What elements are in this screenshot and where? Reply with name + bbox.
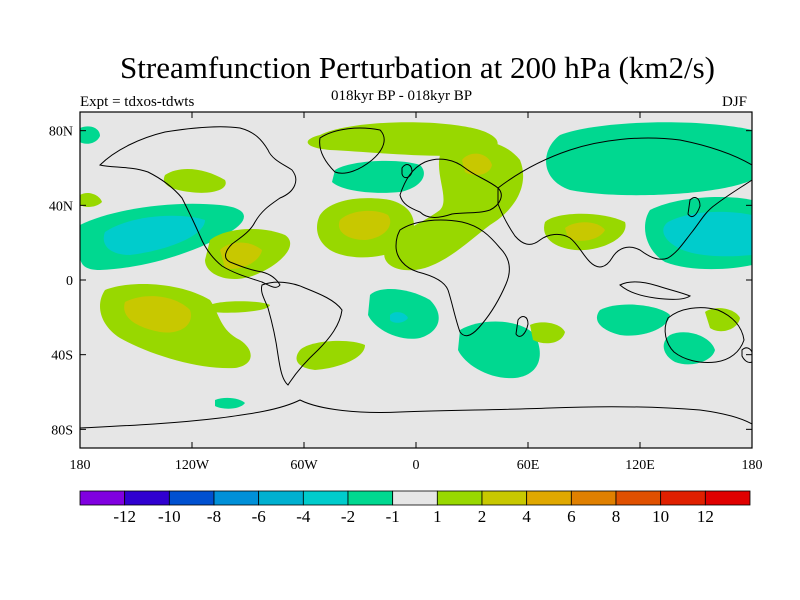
colorbar-label: 8 [611,507,621,526]
contour-atlantic-north-negative [332,160,424,193]
coastlines [80,126,752,429]
colorbar-swatch [79,490,126,506]
lon-axis: 180 120W 60W 0 60E 120E 180 [70,112,763,473]
colorbar-swatch [615,490,662,506]
coast-africa [395,219,510,337]
colorbar-label: -1 [385,507,400,526]
contour-indian-ocean-negative [458,321,540,379]
coast-madagascar [515,316,529,337]
lat-axis: 80N 40N 0 40S 80S [49,125,752,438]
colorbar-swatch [526,490,572,506]
coast-asia [497,137,752,268]
colorbar-label: 10 [652,507,670,526]
colorbar-label: 6 [567,507,576,526]
colorbar-swatch [704,490,751,506]
experiment-label: Expt = tdxos-tdwts [80,94,195,110]
contour-europe-core [462,153,492,176]
colorbar-swatch [302,490,349,506]
colorbar-label: -12 [113,507,136,526]
colorbar-label: 1 [433,507,442,526]
coast-greenland [319,127,385,174]
colorbar-swatch [481,490,528,506]
colorbar-label: 2 [477,507,487,526]
coast-north-america [99,126,297,288]
plot-title: Streamfunction Perturbation at 200 hPa (… [120,50,715,85]
contour-antarctic-negative [215,397,245,409]
coast-new-zealand [741,347,752,363]
colorbar-swatch [124,490,170,506]
colorbar-label: -10 [157,507,181,526]
lon-tick-label: 180 [70,458,91,473]
lon-tick-label: 60W [290,458,318,473]
colorbar-swatch [258,490,304,506]
contour-india-core [565,222,605,241]
coast-antarctica [80,399,752,429]
contour-canada-positive [163,168,226,193]
lon-tick-label: 120W [175,458,210,473]
colorbar-label: -8 [206,507,222,526]
colorbar-swatch [570,490,617,506]
lon-tick-label: 60E [517,458,540,473]
contour-madagascar-positive [530,322,565,344]
colorbar-swatch [347,490,394,506]
colorbar [79,490,751,506]
contour-australia-negative [663,332,715,365]
colorbar-label: -4 [296,507,311,526]
lon-tick-label: 120E [625,458,655,473]
lat-tick-label: 80S [51,423,73,438]
contour-ne-asia-negative [546,122,752,196]
contour-w-pacific-core [663,211,752,257]
coast-uk [401,164,413,179]
season-label: DJF [722,94,748,110]
lon-tick-label: 0 [413,458,420,473]
contour-europe-positive [384,140,524,271]
contour-n-pacific-core [103,215,205,255]
contour-south-america-positive [296,340,365,370]
lat-tick-label: 80N [49,125,73,140]
colorbar-swatch [168,490,215,506]
lat-tick-label: 0 [66,274,73,289]
colorbar-swatch [392,490,438,506]
colorbar-label: 12 [696,507,714,526]
colorbar-label: -2 [340,507,356,526]
coast-japan [687,197,701,218]
plot-subtitle: 018kyr BP - 018kyr BP [331,88,473,104]
contour-fills [80,122,752,409]
contour-s-pacific-small [210,301,270,313]
contour-n-atlantic-small [80,192,102,207]
lat-tick-label: 40S [51,349,73,364]
coast-south-america [261,281,343,386]
contour-s-atlantic-core [390,312,408,323]
contour-tasman-positive [705,308,740,332]
contour-indo-pacific-negative [596,304,670,336]
contour-s-pacific-core [124,296,191,333]
colorbar-swatch [436,490,483,506]
colorbar-swatch [660,490,706,506]
lat-tick-label: 40N [49,199,73,214]
contour-atlantic-core [338,210,391,240]
coast-australia [664,307,745,363]
coast-europe [399,158,502,218]
coast-indonesia [619,281,692,300]
colorbar-label: 4 [522,507,531,526]
colorbar-label: -6 [251,507,266,526]
lon-tick-label: 180 [742,458,763,473]
colorbar-swatch [213,490,260,506]
